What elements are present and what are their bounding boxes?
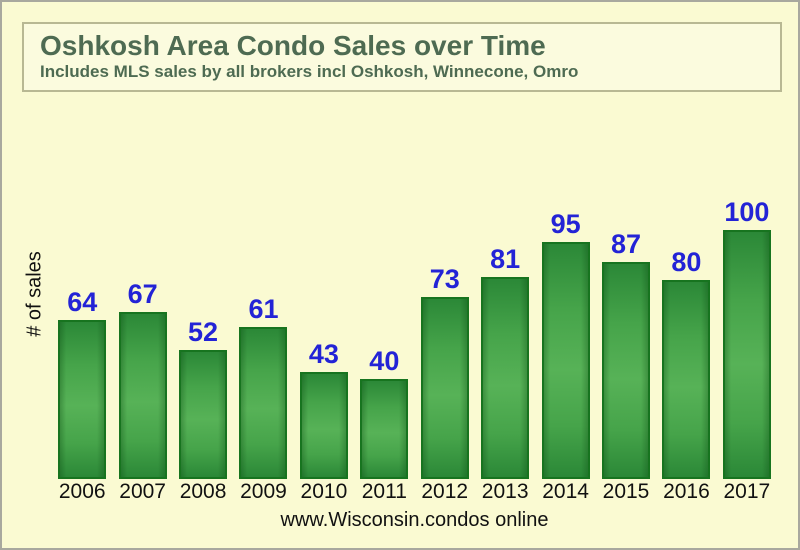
x-axis-tick-label: 2014 (542, 480, 589, 503)
bar-value-label: 52 (188, 317, 219, 347)
x-axis-tick-label: 2017 (723, 480, 771, 503)
bar-value-label: 73 (429, 264, 460, 294)
bar-column: 52 2008 (173, 190, 233, 505)
x-axis-tick-label: 2007 (119, 480, 166, 503)
bar-column: 61 2009 (233, 190, 293, 505)
bar-column: 64 2006 (52, 190, 112, 505)
x-axis-tick-label: 2015 (602, 480, 650, 503)
bar-column: 43 2010 (294, 190, 354, 505)
bar-column: 100 2017 (717, 190, 777, 505)
y-axis-title-text: # of sales (23, 251, 46, 337)
bar-column: 87 2015 (596, 190, 656, 505)
bar-column: 81 2013 (475, 190, 535, 505)
bar-value-label: 80 (671, 247, 702, 277)
bar (118, 312, 167, 479)
chart-title-box: Oshkosh Area Condo Sales over Time Inclu… (22, 22, 782, 92)
bar-value-label: 87 (610, 229, 642, 259)
bar-chart: 64 2006 67 2007 52 2008 61 2009 43 2010 40 2011 73 20… (52, 190, 777, 505)
bar (481, 277, 530, 479)
x-axis-tick-label: 2006 (58, 480, 106, 503)
bar (299, 372, 348, 479)
x-axis-tick-label: 2009 (240, 480, 287, 503)
x-axis-tick-label: 2008 (179, 480, 227, 503)
footer-caption: www.Wisconsin.condos online (280, 509, 549, 531)
bar (360, 379, 409, 479)
bar-value-label: 67 (127, 279, 158, 309)
bar (602, 262, 650, 479)
bar-value-label: 61 (248, 294, 279, 324)
bar (58, 320, 107, 479)
bar (662, 280, 711, 479)
x-axis-tick-label: 2012 (421, 480, 469, 503)
bar (179, 350, 228, 479)
chart-title: Oshkosh Area Condo Sales over Time (40, 30, 546, 61)
x-axis-tick-label: 2013 (481, 480, 529, 503)
bar (541, 242, 590, 479)
bar (239, 327, 288, 479)
bar-value-label: 100 (724, 197, 770, 227)
bar-column: 40 2011 (354, 190, 414, 505)
x-axis-tick-label: 2016 (663, 480, 710, 503)
bar (722, 230, 771, 479)
x-axis-tick-label: 2010 (300, 480, 348, 503)
bar-value-label: 43 (308, 339, 339, 369)
bar-value-label: 64 (67, 287, 98, 317)
x-axis-tick-label: 2011 (361, 480, 407, 503)
chart-subtitle: Includes MLS sales by all brokers incl O… (40, 62, 579, 81)
bar-value-label: 81 (490, 244, 521, 274)
bar (420, 297, 469, 479)
bar-column: 95 2014 (535, 190, 595, 505)
bar-column: 67 2007 (112, 190, 172, 505)
bar-value-label: 40 (369, 346, 400, 376)
bar-column: 73 2012 (415, 190, 475, 505)
bar-value-label: 95 (550, 209, 581, 239)
bar-column: 80 2016 (656, 190, 716, 505)
